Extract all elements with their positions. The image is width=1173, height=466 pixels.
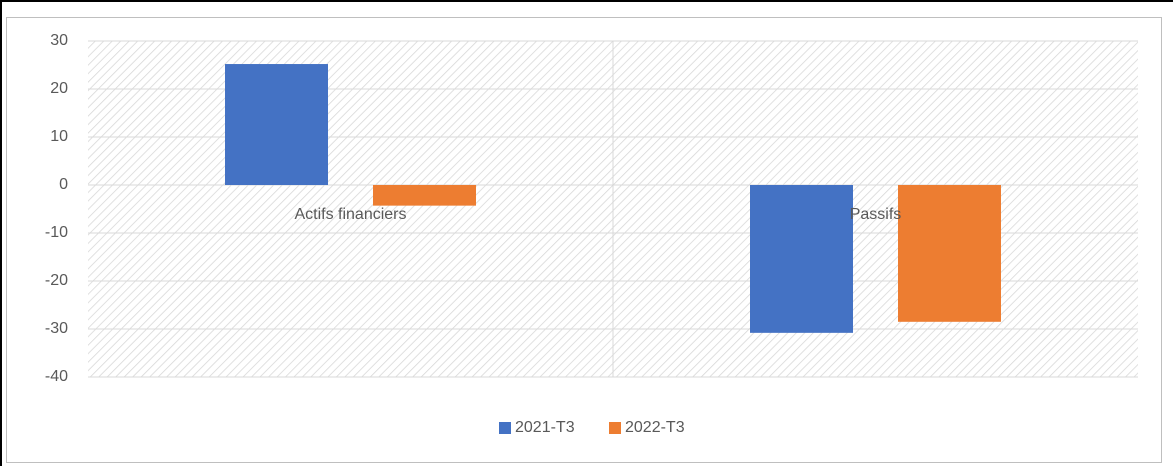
x-tick-label: Passifs xyxy=(850,206,902,223)
y-tick-label: 30 xyxy=(50,32,68,49)
bar xyxy=(898,185,1001,322)
legend-swatch xyxy=(609,422,621,434)
y-tick-label: -30 xyxy=(45,320,68,337)
y-tick-label: -10 xyxy=(45,224,68,241)
bar xyxy=(225,64,328,185)
y-tick-label: -40 xyxy=(45,368,68,385)
bar xyxy=(373,185,476,206)
y-tick-label: 0 xyxy=(59,176,68,193)
legend-swatch xyxy=(499,422,511,434)
y-tick-label: 10 xyxy=(50,128,68,145)
legend-label: 2021-T3 xyxy=(515,419,575,436)
y-tick-label: 20 xyxy=(50,80,68,97)
y-tick-label: -20 xyxy=(45,272,68,289)
legend-label: 2022-T3 xyxy=(625,419,685,436)
bar xyxy=(750,185,853,333)
x-tick-label: Actifs financiers xyxy=(294,206,406,223)
